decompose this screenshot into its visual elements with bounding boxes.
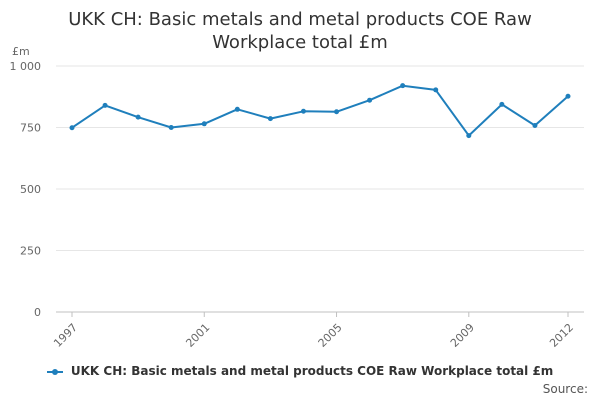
series-group <box>69 83 571 139</box>
data-point[interactable] <box>267 116 273 122</box>
chart-title-line-2: Workplace total £m <box>212 32 388 53</box>
y-tick-label: 1 000 <box>10 60 42 73</box>
data-point[interactable] <box>201 121 207 127</box>
legend-swatch <box>46 368 63 375</box>
data-point[interactable] <box>499 101 505 107</box>
source-label: Source: <box>542 382 588 396</box>
data-point[interactable] <box>367 97 373 103</box>
data-point[interactable] <box>69 125 75 131</box>
series-line <box>71 84 569 137</box>
y-axis-ticks: 0 250 500 750 1 000 <box>10 60 42 319</box>
x-tick-label: 1997 <box>51 321 80 350</box>
data-point[interactable] <box>102 102 108 108</box>
y-tick-label: 500 <box>20 183 41 196</box>
chart-title-line-1: UKK CH: Basic metals and metal products … <box>68 9 532 30</box>
data-point[interactable] <box>135 114 141 120</box>
x-tick-label: 2012 <box>547 321 576 350</box>
y-tick-label: 250 <box>20 245 41 258</box>
x-tick-label: 2001 <box>183 321 212 350</box>
data-point[interactable] <box>168 125 174 130</box>
data-point[interactable] <box>300 108 306 114</box>
legend[interactable]: UKK CH: Basic metals and metal products … <box>0 364 600 378</box>
chart-title: UKK CH: Basic metals and metal products … <box>0 8 600 54</box>
x-tick-label: 2005 <box>316 321 345 350</box>
y-tick-label: 0 <box>34 306 41 319</box>
legend-label: UKK CH: Basic metals and metal products … <box>70 364 554 378</box>
data-point[interactable] <box>234 106 240 112</box>
y-tick-label: 750 <box>20 122 41 135</box>
data-point[interactable] <box>532 123 538 129</box>
x-axis-ticks: 1997 2001 2005 2009 2012 <box>51 312 576 350</box>
gridlines <box>56 65 584 313</box>
data-point[interactable] <box>400 83 406 89</box>
data-point[interactable] <box>334 109 340 115</box>
data-point[interactable] <box>466 133 472 139</box>
data-point[interactable] <box>565 93 571 99</box>
y-axis-unit-label: £m <box>12 45 30 58</box>
data-point[interactable] <box>433 87 439 93</box>
x-tick-label: 2009 <box>448 321 477 350</box>
